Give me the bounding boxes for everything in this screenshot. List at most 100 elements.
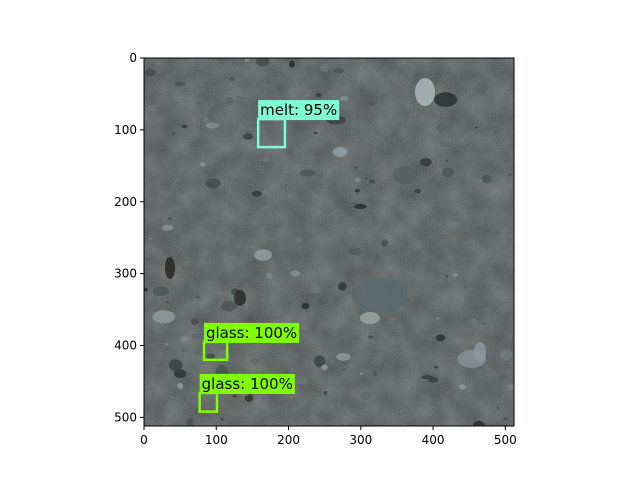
rock-fragment	[433, 64, 439, 69]
rock-fragment	[434, 92, 458, 108]
rock-fragment	[144, 95, 147, 101]
rock-fragment	[373, 371, 378, 377]
rock-fragment	[499, 349, 513, 360]
rock-fragment	[242, 133, 253, 140]
rock-fragment	[295, 237, 304, 243]
rock-fragment	[145, 243, 150, 246]
rock-fragment	[191, 333, 204, 340]
rock-fragment	[253, 249, 273, 261]
rock-fragment	[393, 166, 417, 184]
rock-fragment	[420, 157, 432, 167]
rock-fragment	[250, 358, 261, 364]
rock-fragment	[435, 334, 446, 342]
rock-fragment	[229, 76, 236, 82]
rock-fragment	[459, 384, 466, 390]
rock-fragment	[148, 237, 152, 240]
rock-fragment	[168, 359, 183, 371]
rock-fragment	[445, 275, 448, 278]
rock-fragment	[262, 189, 270, 196]
rock-fragment	[383, 402, 394, 408]
rock-fragment	[200, 161, 206, 167]
x-axis-ticks: 0 100 200 300 400 500	[140, 426, 517, 447]
rock-fragment	[333, 68, 345, 74]
rock-fragment	[225, 97, 234, 106]
rock-fragment	[452, 273, 459, 277]
rock-fragment	[475, 126, 478, 129]
rock-fragment	[348, 247, 362, 255]
rock-fragment	[181, 124, 188, 129]
rock-fragment	[181, 348, 185, 352]
rock-fragment	[301, 302, 310, 310]
axes-frame	[143, 57, 515, 427]
rock-fragment	[253, 199, 268, 208]
detection-2: glass: 100%	[198, 373, 295, 413]
rock-fragments	[144, 58, 514, 426]
rock-fragment	[165, 257, 175, 279]
y-axis-ticks: 0 100 200 300 400 500	[114, 51, 144, 424]
rock-fragment	[195, 295, 201, 300]
rock-fragment	[434, 365, 439, 369]
rock-fragment	[220, 418, 224, 421]
rock-fragment	[354, 166, 358, 169]
rock-fragment	[144, 287, 149, 292]
rock-fragment	[438, 140, 450, 147]
rock-fragment	[497, 407, 500, 409]
rock-fragment	[232, 395, 237, 398]
rock-fragment	[509, 173, 512, 176]
x-tick-label: 300	[349, 433, 372, 447]
rock-fragment	[368, 179, 375, 184]
rock-fragment	[457, 77, 464, 84]
rock-fragment	[441, 167, 455, 178]
rock-fragment	[186, 417, 195, 426]
rock-fragment	[509, 384, 514, 390]
rock-fragment	[336, 353, 351, 361]
rock-fragment	[354, 177, 361, 183]
rock-fragment	[221, 300, 237, 312]
rock-fragment	[146, 105, 157, 112]
rock-fragment	[341, 368, 347, 371]
rock-fragment	[174, 369, 187, 379]
rock-fragment	[502, 417, 509, 420]
rock-fragment	[288, 60, 295, 68]
rock-fragment	[177, 382, 184, 390]
rock-fragment	[240, 400, 246, 404]
rock-fragment	[352, 277, 408, 313]
rock-fragment	[339, 338, 354, 347]
x-tick-label: 0	[140, 433, 148, 447]
rock-fragment	[174, 81, 186, 86]
detection-0: melt: 95%	[256, 100, 340, 149]
rock-fragment	[369, 101, 376, 106]
rock-fragment	[165, 301, 169, 304]
rock-fragment	[262, 157, 271, 163]
x-tick-label: 200	[277, 433, 300, 447]
rock-fragment	[200, 127, 204, 130]
rock-fragment	[359, 372, 364, 375]
rock-fragment	[314, 355, 326, 368]
x-tick-label: 100	[205, 433, 228, 447]
y-tick-label: 0	[129, 51, 137, 65]
rock-fragment	[160, 108, 170, 116]
rock-fragment	[473, 420, 484, 426]
rock-fragment	[421, 374, 433, 380]
rock-fragment	[339, 95, 349, 101]
rock-fragment	[367, 335, 374, 339]
rock-fragment	[415, 78, 435, 106]
rock-fragment	[315, 93, 322, 98]
rock-fragment	[162, 399, 168, 405]
rock-fragment	[297, 376, 308, 385]
detection-label-bg	[258, 100, 340, 121]
detection-label-bg	[203, 322, 300, 343]
rock-fragment	[190, 318, 199, 325]
y-tick-label: 400	[114, 339, 137, 353]
x-tick-label: 400	[422, 433, 445, 447]
rock-fragment	[161, 224, 174, 231]
rock-fragment	[205, 178, 221, 189]
y-tick-label: 500	[114, 410, 137, 424]
rock-fragment	[360, 390, 372, 400]
detection-label-bg	[199, 373, 295, 394]
rock-fragment	[381, 361, 387, 368]
rock-fragment	[205, 122, 220, 129]
rock-fragment	[255, 58, 270, 67]
detection-label: melt: 95%	[260, 101, 337, 119]
